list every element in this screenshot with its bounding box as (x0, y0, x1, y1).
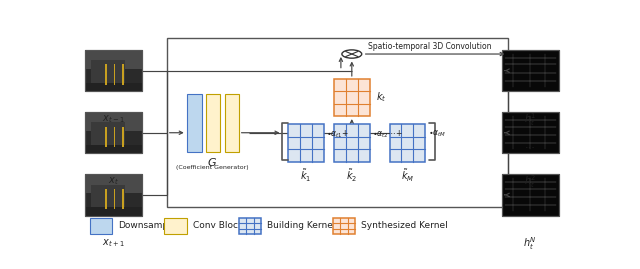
Text: (Coefficient Generator): (Coefficient Generator) (176, 165, 249, 171)
Bar (85, 50, 142, 69)
Bar (114, 64, 115, 85)
Bar (502, 174, 559, 215)
Text: $h_t^N$: $h_t^N$ (524, 235, 538, 252)
Text: $\tilde{k}_2$: $\tilde{k}_2$ (346, 167, 358, 184)
Bar (122, 64, 124, 85)
Text: Synthesized Kernel: Synthesized Kernel (361, 221, 448, 231)
Text: Building Kernel: Building Kernel (267, 221, 335, 231)
Text: $x_{t-1}$: $x_{t-1}$ (102, 113, 125, 125)
Bar (90, 218, 112, 234)
Bar (85, 174, 142, 193)
Text: $\bullet\alpha_{tM}$: $\bullet\alpha_{tM}$ (428, 129, 446, 139)
Bar (207, 94, 220, 153)
Text: $x_{t+1}$: $x_{t+1}$ (102, 238, 125, 249)
Bar (85, 174, 142, 215)
Bar (333, 218, 355, 234)
Bar (85, 207, 142, 215)
Bar (85, 145, 142, 153)
Text: $G$: $G$ (207, 156, 218, 168)
Bar (85, 112, 142, 131)
Text: $k_t$: $k_t$ (376, 91, 386, 104)
Bar (85, 83, 142, 91)
Text: Downsampling: Downsampling (118, 221, 185, 231)
Text: $x_t$: $x_t$ (108, 175, 119, 187)
Bar (85, 174, 142, 215)
Bar (225, 94, 239, 153)
Bar (85, 50, 142, 91)
Bar (91, 185, 125, 207)
Text: $h_t^1$: $h_t^1$ (524, 111, 537, 128)
Bar (502, 50, 559, 91)
Bar (85, 112, 142, 153)
Bar (91, 122, 125, 145)
Bar (502, 112, 559, 153)
Bar (187, 94, 202, 153)
Bar (502, 50, 559, 91)
Bar (164, 218, 187, 234)
Bar (390, 125, 425, 162)
Text: $\bullet\alpha_{t1}$+: $\bullet\alpha_{t1}$+ (326, 128, 349, 140)
Bar (334, 125, 370, 162)
Text: ...: ... (525, 140, 536, 150)
Bar (167, 38, 508, 207)
Bar (105, 189, 107, 209)
Bar (502, 112, 559, 153)
Bar (114, 126, 115, 147)
Text: $\tilde{k}_M$: $\tilde{k}_M$ (401, 167, 414, 184)
Bar (105, 64, 107, 85)
Text: $\bullet\alpha_{t2}\cdots$+: $\bullet\alpha_{t2}\cdots$+ (372, 128, 403, 140)
Text: Conv Block: Conv Block (193, 221, 243, 231)
Bar (334, 79, 370, 116)
Bar (105, 126, 107, 147)
Bar (239, 218, 261, 234)
Bar (502, 174, 559, 215)
Bar (122, 126, 124, 147)
Text: Spatio-temporal 3D Convolution: Spatio-temporal 3D Convolution (367, 42, 491, 51)
Text: $\tilde{k}_1$: $\tilde{k}_1$ (300, 167, 312, 184)
Bar (122, 189, 124, 209)
Bar (288, 125, 324, 162)
Bar (85, 50, 142, 91)
Bar (91, 60, 125, 83)
Bar (85, 112, 142, 153)
Bar (114, 189, 115, 209)
Text: $h_t^2$: $h_t^2$ (524, 173, 536, 190)
